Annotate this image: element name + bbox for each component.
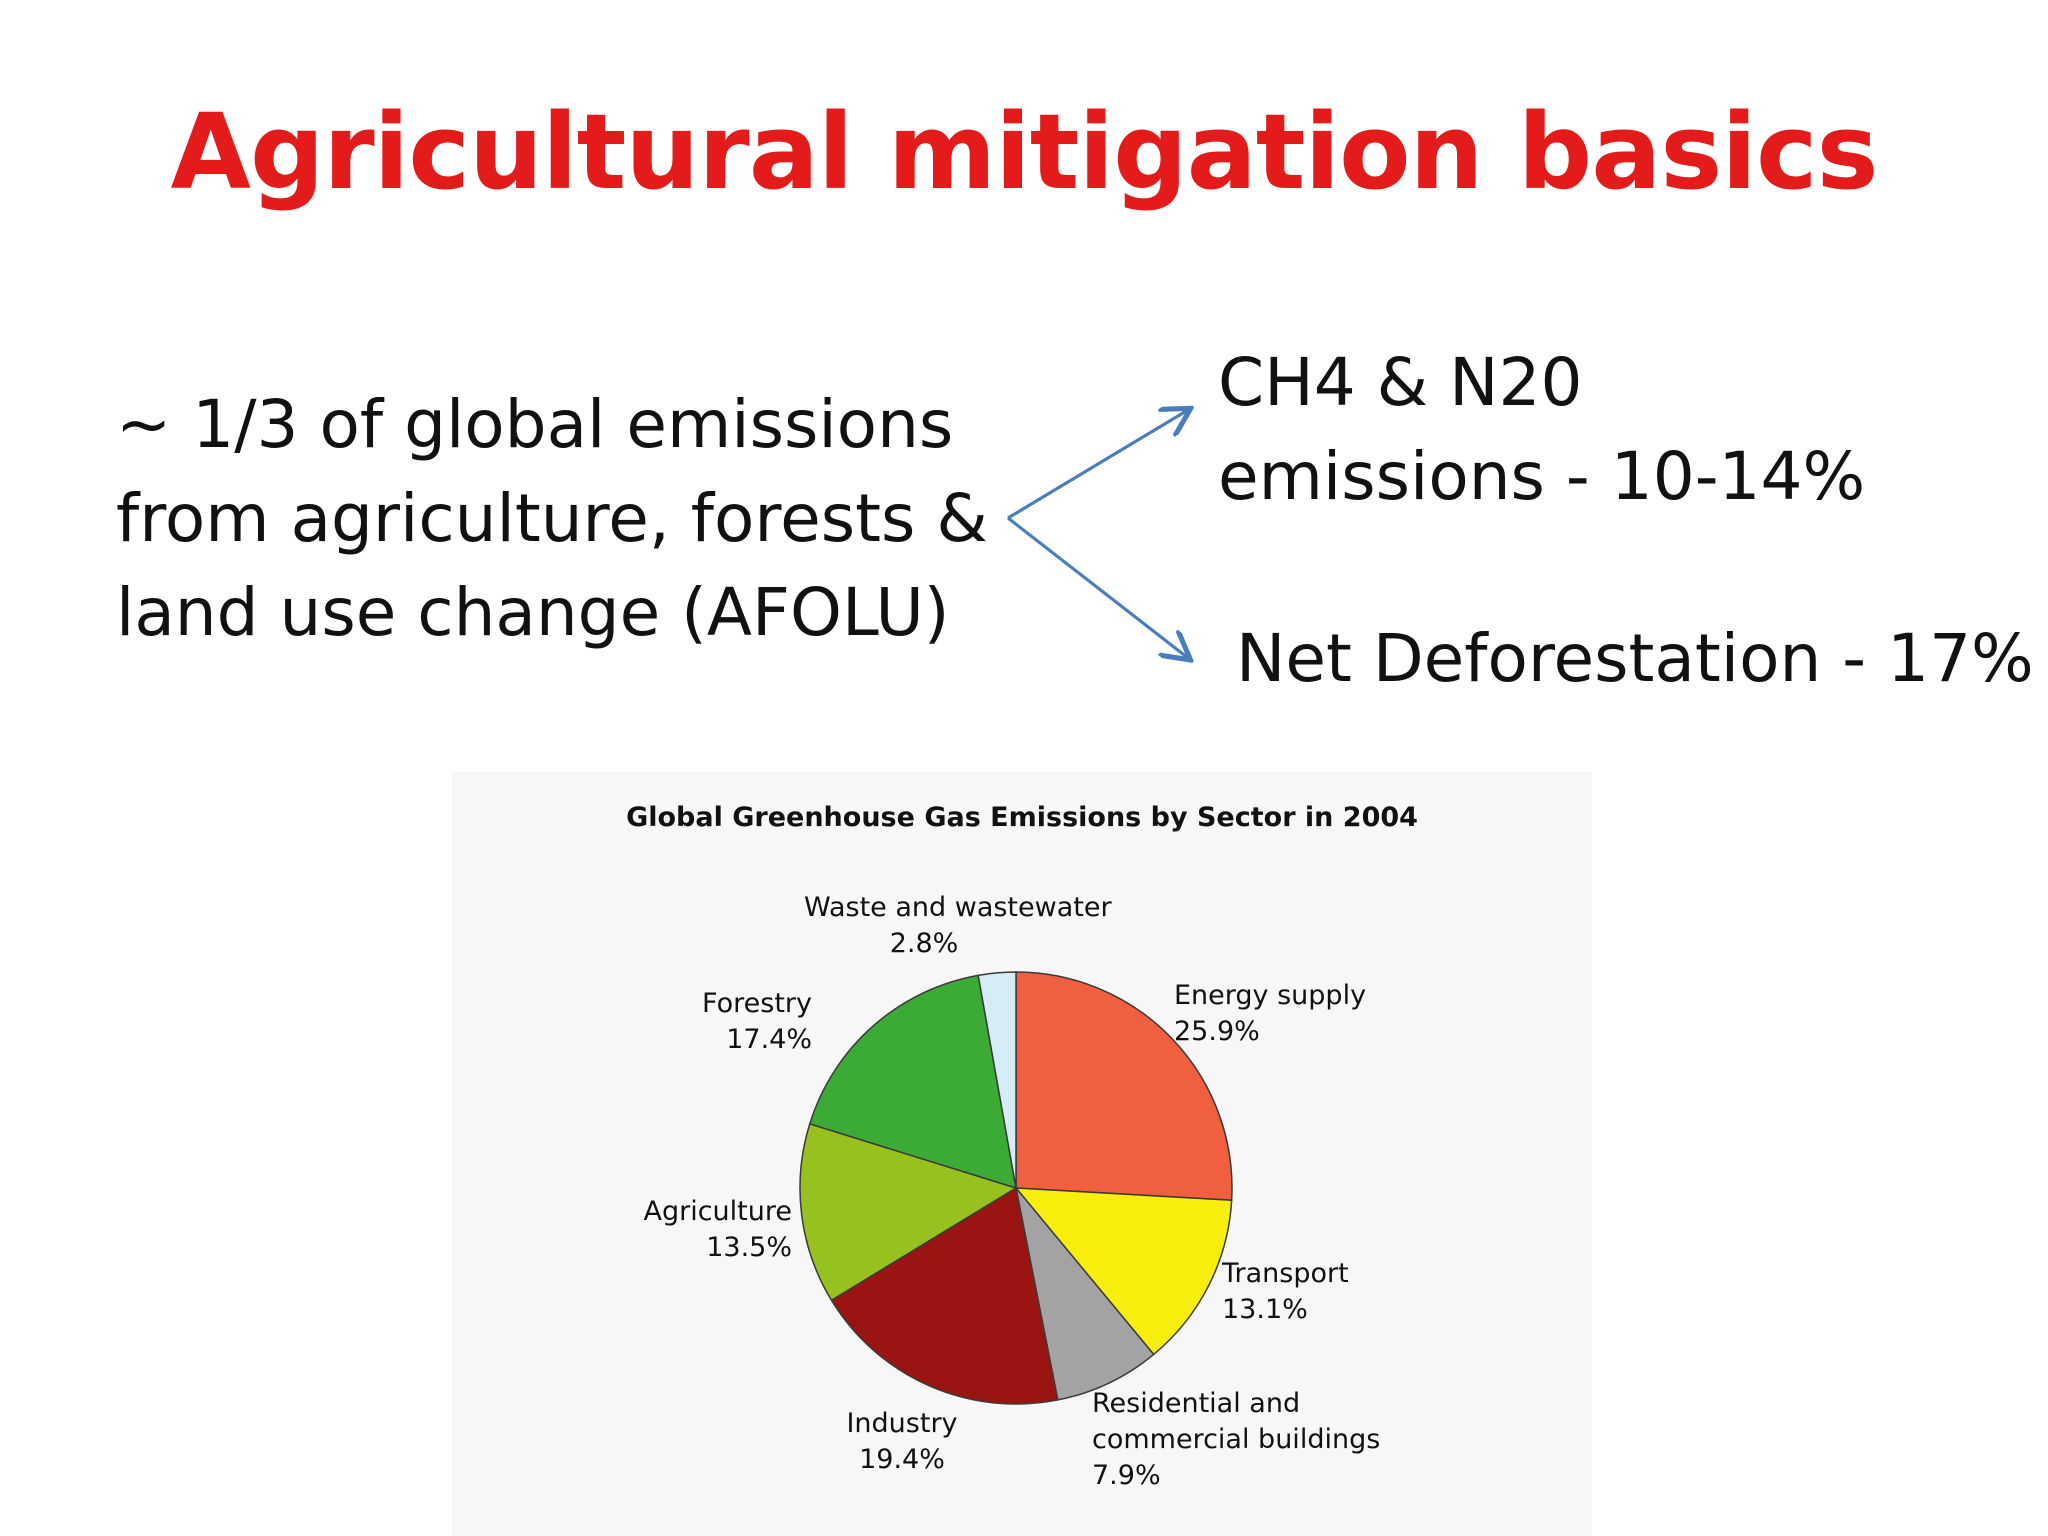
label-residential-value: 7.9% (1092, 1460, 1161, 1491)
deforestation-text: Net Deforestation - 17% (1236, 620, 2034, 697)
ch4-n2o-text: CH4 & N20 emissions - 10-14% (1218, 336, 2018, 524)
pie-slice-agriculture (799, 1122, 1018, 1302)
lead-text: ~ 1/3 of global emissions from agricultu… (116, 378, 1016, 660)
label-agriculture-name: Agriculture (643, 1196, 793, 1227)
label-industry: Industry 19.4% (802, 1406, 1002, 1478)
branch-arrows (1007, 390, 1210, 680)
label-forestry-name: Forestry (702, 988, 812, 1019)
label-waste-value: 2.8% (889, 928, 959, 959)
label-residential-line-2: commercial buildings (1092, 1424, 1381, 1455)
pie-slice-industry (830, 1186, 1059, 1405)
ch4-line-2: emissions - 10-14% (1218, 438, 1866, 515)
pie-slice-residential-and-commercial-buildings (1015, 1187, 1155, 1401)
label-energy-name: Energy supply (1174, 980, 1367, 1011)
ch4-line-1: CH4 & N20 (1218, 344, 1583, 421)
label-energy-value: 25.9% (1174, 1016, 1260, 1047)
pie-slice-waste-and-wastewater (977, 971, 1017, 1189)
lead-line-1: ~ 1/3 of global emissions (116, 386, 954, 463)
emissions-pie-figure: Global Greenhouse Gas Emissions by Secto… (452, 772, 1592, 1536)
pie-slice-energy-supply (1015, 971, 1233, 1202)
lead-line-3: land use change (AFOLU) (116, 574, 950, 651)
pie-slice-forestry (808, 974, 1017, 1190)
label-forestry: Forestry 17.4% (652, 986, 812, 1058)
chart-title: Global Greenhouse Gas Emissions by Secto… (626, 802, 1418, 833)
label-transport: Transport 13.1% (1222, 1256, 1349, 1328)
slide-title: Agricultural mitigation basics (170, 91, 1878, 213)
label-agriculture: Agriculture 13.5% (572, 1194, 793, 1266)
label-transport-value: 13.1% (1222, 1294, 1308, 1325)
label-residential-line-1: Residential and (1092, 1388, 1301, 1419)
label-forestry-value: 17.4% (726, 1024, 812, 1055)
pie-chart (799, 971, 1233, 1405)
arrow-to-deforestation (1007, 516, 1188, 658)
label-waste-name: Waste and wastewater (804, 892, 1112, 923)
label-residential: Residential and commercial buildings 7.9… (1092, 1386, 1380, 1494)
label-waste: Waste and wastewater 2.8% (804, 890, 1112, 962)
label-industry-name: Industry (846, 1408, 958, 1439)
pie-slice-transport (1014, 1187, 1233, 1356)
arrow-to-ch4 (1007, 410, 1188, 520)
label-energy: Energy supply 25.9% (1174, 978, 1366, 1050)
label-agriculture-value: 13.5% (706, 1232, 792, 1263)
label-transport-name: Transport (1222, 1258, 1349, 1289)
label-industry-value: 19.4% (859, 1444, 945, 1475)
lead-line-2: from agriculture, forests & (116, 480, 988, 557)
